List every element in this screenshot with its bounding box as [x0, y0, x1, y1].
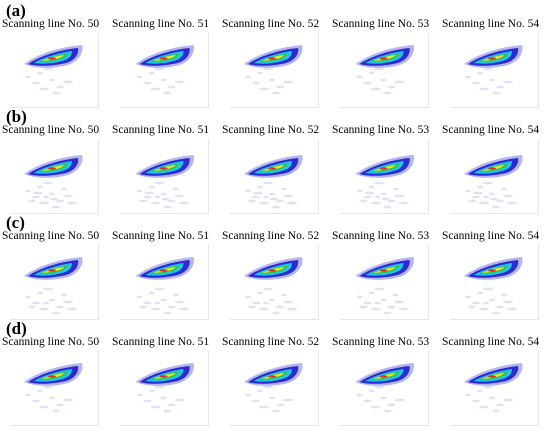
scan-panel-title: Scanning line No. 51: [112, 230, 210, 242]
scan-panel: Scanning line No. 53: [332, 18, 430, 110]
scan-panel: Scanning line No. 52: [222, 124, 320, 216]
scan-panel-title: Scanning line No. 51: [112, 124, 210, 136]
scan-panel: Scanning line No. 54: [442, 336, 540, 428]
scan-panel: Scanning line No. 54: [442, 230, 540, 322]
scan-panel: Scanning line No. 50: [2, 124, 100, 216]
scan-panel: Scanning line No. 52: [222, 230, 320, 322]
scan-image: [450, 139, 539, 214]
scan-image: [10, 139, 99, 214]
scan-panel: Scanning line No. 52: [222, 18, 320, 110]
scan-image: [120, 351, 209, 426]
scan-panel-title: Scanning line No. 52: [222, 124, 320, 136]
scan-panel-title: Scanning line No. 54: [442, 336, 540, 348]
row-label: (c): [6, 213, 25, 232]
scan-image: [450, 245, 539, 320]
scan-image: [340, 139, 429, 214]
scan-image: [230, 33, 319, 108]
row-label: (a): [6, 1, 26, 20]
scan-panel-title: Scanning line No. 52: [222, 336, 320, 348]
scan-panel-title: Scanning line No. 54: [442, 230, 540, 242]
scan-image: [120, 139, 209, 214]
figure-row: (a) Scanning line No. 50 Scanning line No…: [0, 2, 550, 110]
scan-panel: Scanning line No. 51: [112, 336, 210, 428]
scan-panel: Scanning line No. 53: [332, 230, 430, 322]
scan-panel-title: Scanning line No. 50: [2, 336, 100, 348]
scan-panel: Scanning line No. 51: [112, 230, 210, 322]
scan-panel-title: Scanning line No. 53: [332, 18, 430, 30]
row-label: (b): [6, 107, 27, 126]
scan-image: [10, 351, 99, 426]
scan-panel: Scanning line No. 50: [2, 230, 100, 322]
scan-image: [230, 139, 319, 214]
scan-panel-title: Scanning line No. 51: [112, 336, 210, 348]
scan-image: [340, 351, 429, 426]
scan-panel: Scanning line No. 53: [332, 336, 430, 428]
scan-panel-title: Scanning line No. 53: [332, 336, 430, 348]
scan-panel-title: Scanning line No. 52: [222, 230, 320, 242]
scan-panel-title: Scanning line No. 54: [442, 124, 540, 136]
scan-panel: Scanning line No. 52: [222, 336, 320, 428]
scan-panel-title: Scanning line No. 53: [332, 230, 430, 242]
scan-panel-title: Scanning line No. 50: [2, 230, 100, 242]
scan-image: [340, 33, 429, 108]
scan-panel-title: Scanning line No. 51: [112, 18, 210, 30]
scan-image: [340, 245, 429, 320]
scan-panel-title: Scanning line No. 50: [2, 18, 100, 30]
row-label: (d): [6, 319, 27, 338]
scan-image: [120, 245, 209, 320]
figure-row: (b) Scanning line No. 50 Scanning line No…: [0, 108, 550, 216]
scan-panel: Scanning line No. 50: [2, 336, 100, 428]
scan-panel: Scanning line No. 51: [112, 124, 210, 216]
figure-row: (d) Scanning line No. 50 Scanning line No…: [0, 320, 550, 428]
figure-row: (c) Scanning line No. 50 Scanning line No…: [0, 214, 550, 322]
scan-image: [230, 245, 319, 320]
scan-panel: Scanning line No. 54: [442, 18, 540, 110]
scan-image: [10, 33, 99, 108]
scan-panel-title: Scanning line No. 50: [2, 124, 100, 136]
scan-panel: Scanning line No. 50: [2, 18, 100, 110]
scan-panel-title: Scanning line No. 52: [222, 18, 320, 30]
scan-panel: Scanning line No. 51: [112, 18, 210, 110]
scan-image: [10, 245, 99, 320]
scan-panel: Scanning line No. 53: [332, 124, 430, 216]
scan-image: [230, 351, 319, 426]
scan-image: [120, 33, 209, 108]
scan-panel-title: Scanning line No. 54: [442, 18, 540, 30]
scan-image: [450, 351, 539, 426]
scan-image: [450, 33, 539, 108]
scan-panel-title: Scanning line No. 53: [332, 124, 430, 136]
scan-panel: Scanning line No. 54: [442, 124, 540, 216]
